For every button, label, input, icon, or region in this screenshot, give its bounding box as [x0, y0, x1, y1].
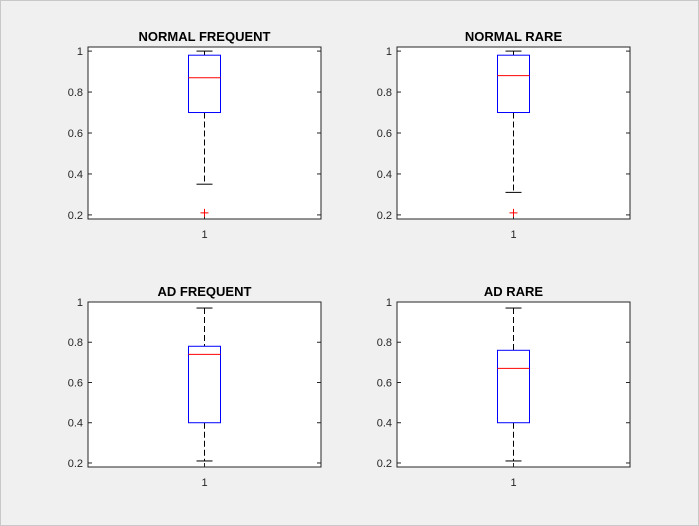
y-tick-label: 1 [77, 46, 83, 58]
y-tick-label: 0.2 [68, 210, 83, 222]
y-tick-label: 0.2 [377, 210, 392, 222]
y-tick-label: 0.8 [68, 337, 83, 349]
y-tick-label: 0.4 [377, 418, 392, 430]
outlier-marker [509, 208, 518, 217]
chart-title: AD FREQUENT [158, 284, 252, 299]
y-tick-label: 0.4 [68, 418, 83, 430]
x-tick-label: 1 [510, 229, 516, 241]
chart-title: NORMAL RARE [465, 29, 563, 44]
chart-title: AD RARE [484, 284, 544, 299]
iqr-box [188, 54, 221, 114]
y-tick-label: 1 [77, 297, 83, 309]
outlier-marker [200, 208, 209, 217]
y-tick-label: 0.4 [68, 169, 83, 181]
x-tick-label: 1 [201, 477, 207, 489]
y-tick-label: 0.2 [377, 458, 392, 470]
y-tick-label: 0.6 [68, 377, 83, 389]
iqr-box [188, 345, 221, 424]
chart-normal-frequent: NORMAL FREQUENT 0.2 0.4 0.6 0.8 1 1 [68, 29, 322, 241]
y-tick-label: 0.6 [377, 128, 392, 140]
chart-normal-rare: NORMAL RARE 0.2 0.4 0.6 0.8 1 1 [377, 29, 631, 241]
y-tick-label: 0.6 [68, 128, 83, 140]
y-tick-label: 1 [386, 297, 392, 309]
iqr-box [497, 349, 530, 424]
y-tick-label: 0.8 [377, 87, 392, 99]
chart-ad-frequent: AD FREQUENT 0.2 0.4 0.6 0.8 1 1 [68, 284, 322, 489]
chart-title: NORMAL FREQUENT [139, 29, 271, 44]
y-tick-label: 0.8 [377, 337, 392, 349]
y-tick-label: 0.2 [68, 458, 83, 470]
iqr-box [497, 54, 530, 114]
x-tick-label: 1 [510, 477, 516, 489]
y-tick-label: 1 [386, 46, 392, 58]
y-tick-label: 0.8 [68, 87, 83, 99]
y-tick-label: 0.6 [377, 377, 392, 389]
chart-ad-rare: AD RARE 0.2 0.4 0.6 0.8 1 1 [377, 284, 631, 489]
x-tick-label: 1 [201, 229, 207, 241]
y-tick-label: 0.4 [377, 169, 392, 181]
